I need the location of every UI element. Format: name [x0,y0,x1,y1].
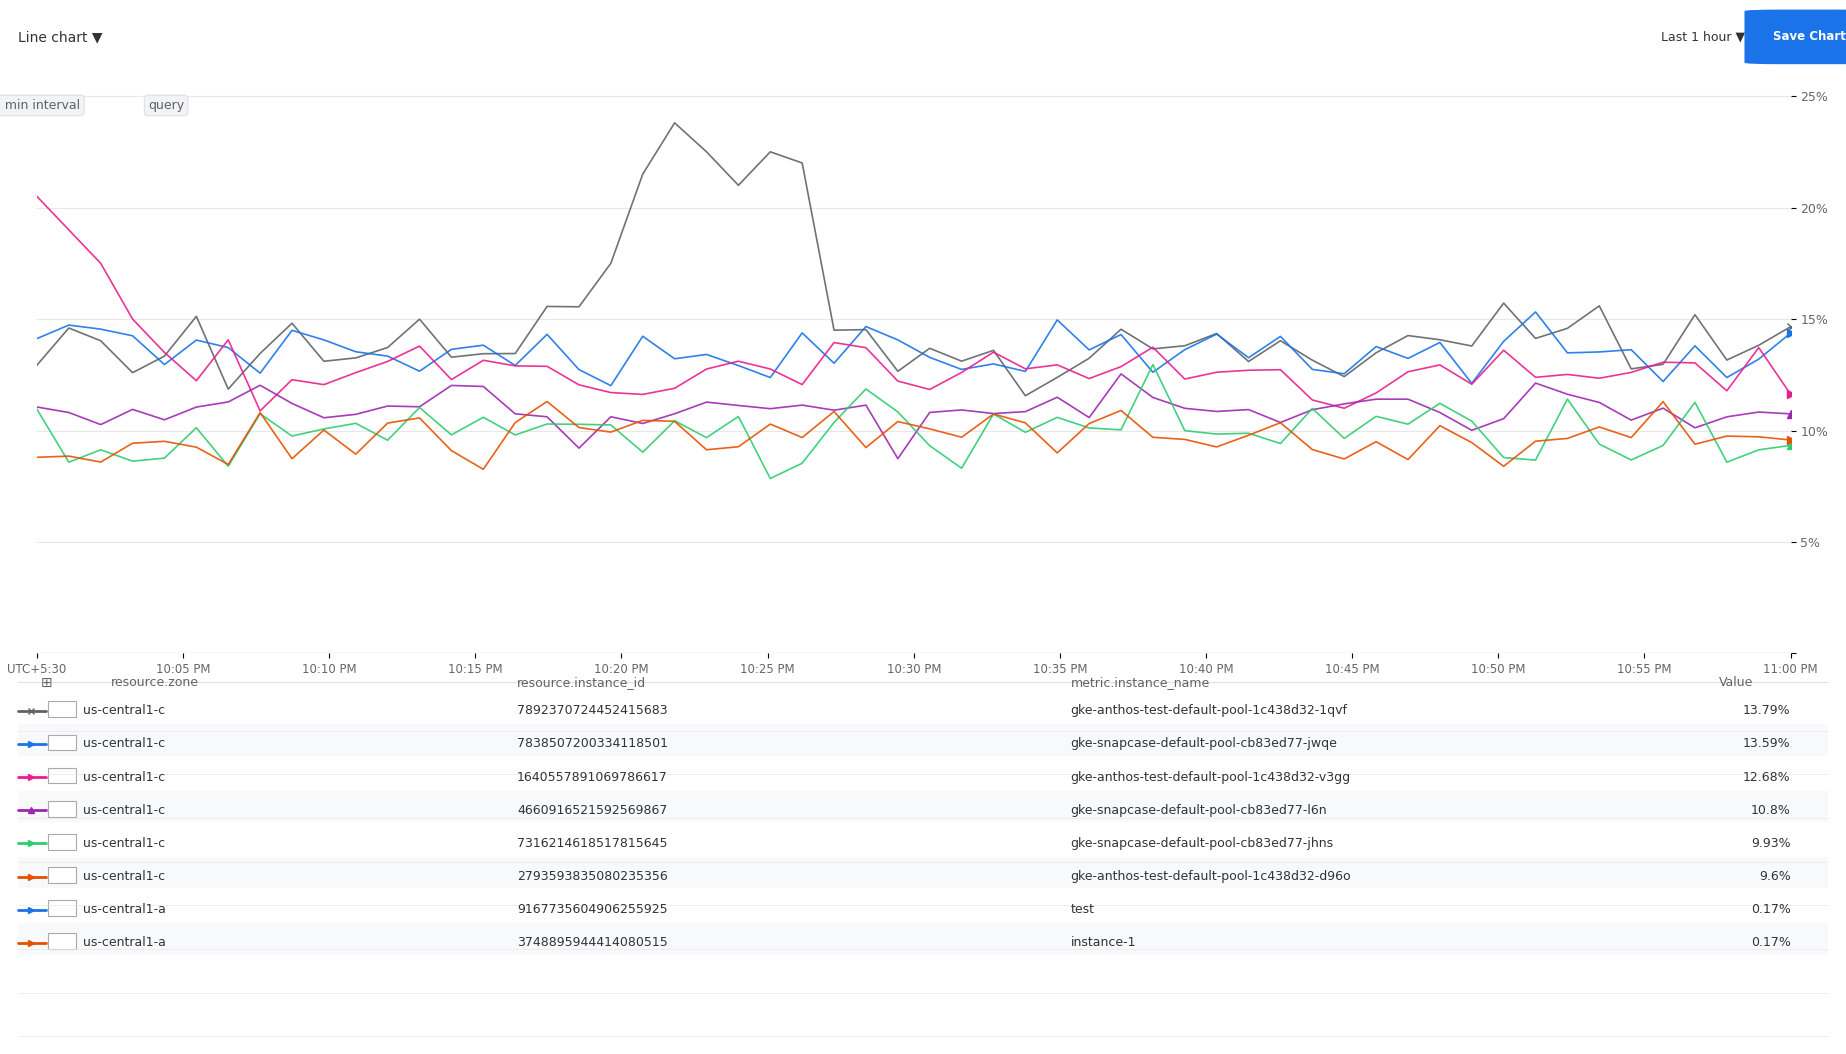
FancyBboxPatch shape [48,934,76,949]
Text: us-central1-c: us-central1-c [83,837,164,850]
Text: us-central1-c: us-central1-c [83,770,164,783]
FancyBboxPatch shape [48,900,76,916]
Text: resource.instance_id: resource.instance_id [517,676,646,688]
Text: ⊞: ⊞ [41,676,52,689]
Text: Save Chart: Save Chart [1772,31,1846,43]
Text: 4660916521592569867: 4660916521592569867 [517,804,666,817]
Text: gke-anthos-test-default-pool-1c438d32-v3gg: gke-anthos-test-default-pool-1c438d32-v3… [1071,770,1351,783]
Text: gke-anthos-test-default-pool-1c438d32-1qvf: gke-anthos-test-default-pool-1c438d32-1q… [1071,704,1348,718]
Text: Last 1 hour ▼  IST: Last 1 hour ▼ IST [1661,31,1772,43]
Text: metric.instance_name: metric.instance_name [1071,676,1209,688]
FancyBboxPatch shape [48,801,76,817]
Text: test: test [1071,903,1095,916]
Text: 7316214618517815645: 7316214618517815645 [517,837,668,850]
FancyBboxPatch shape [18,923,1828,955]
Text: instance-1: instance-1 [1071,936,1135,950]
FancyBboxPatch shape [48,834,76,850]
FancyBboxPatch shape [18,724,1828,756]
Text: 0.17%: 0.17% [1750,903,1791,916]
Text: us-central1-c: us-central1-c [83,704,164,718]
FancyBboxPatch shape [48,735,76,750]
Text: gke-snapcase-default-pool-cb83ed77-jwqe: gke-snapcase-default-pool-cb83ed77-jwqe [1071,738,1338,750]
Text: us-central1-c: us-central1-c [83,870,164,883]
Text: 1 min interval: 1 min interval [0,99,81,112]
FancyBboxPatch shape [48,867,76,883]
Text: 2793593835080235356: 2793593835080235356 [517,870,668,883]
Text: 1640557891069786617: 1640557891069786617 [517,770,668,783]
FancyBboxPatch shape [18,891,1828,921]
Text: gke-snapcase-default-pool-cb83ed77-l6n: gke-snapcase-default-pool-cb83ed77-l6n [1071,804,1327,817]
FancyBboxPatch shape [18,758,1828,788]
Text: query: query [148,99,185,112]
Text: 0.17%: 0.17% [1750,936,1791,950]
Text: 13.59%: 13.59% [1743,738,1791,750]
FancyBboxPatch shape [48,702,76,717]
Text: us-central1-c: us-central1-c [83,738,164,750]
Text: us-central1-a: us-central1-a [83,903,166,916]
Text: 10.8%: 10.8% [1750,804,1791,817]
Text: 7838507200334118501: 7838507200334118501 [517,738,668,750]
Text: 9167735604906255925: 9167735604906255925 [517,903,668,916]
FancyBboxPatch shape [18,857,1828,889]
Text: 12.68%: 12.68% [1743,770,1791,783]
Text: us-central1-c: us-central1-c [83,804,164,817]
FancyBboxPatch shape [18,691,1828,723]
Text: Value: Value [1719,676,1754,688]
Text: 13.79%: 13.79% [1743,704,1791,718]
Text: 9.93%: 9.93% [1752,837,1791,850]
Text: gke-anthos-test-default-pool-1c438d32-d96o: gke-anthos-test-default-pool-1c438d32-d9… [1071,870,1351,883]
FancyBboxPatch shape [48,767,76,783]
FancyBboxPatch shape [18,824,1828,855]
Text: 9.6%: 9.6% [1759,870,1791,883]
Text: gke-snapcase-default-pool-cb83ed77-jhns: gke-snapcase-default-pool-cb83ed77-jhns [1071,837,1335,850]
Text: us-central1-a: us-central1-a [83,936,166,950]
Text: resource.zone: resource.zone [111,676,199,688]
Text: 7892370724452415683: 7892370724452415683 [517,704,668,718]
Text: Line chart ▼: Line chart ▼ [18,30,103,44]
FancyBboxPatch shape [1744,9,1846,64]
FancyBboxPatch shape [18,790,1828,822]
Text: 3748895944414080515: 3748895944414080515 [517,936,668,950]
